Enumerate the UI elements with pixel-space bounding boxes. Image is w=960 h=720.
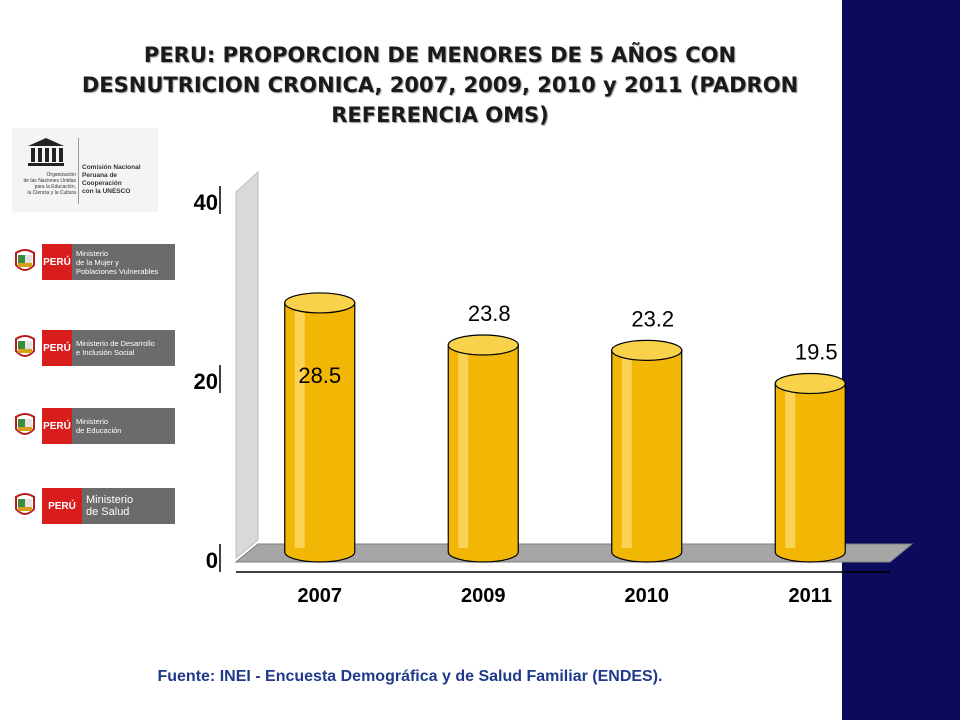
bar-highlight [621,354,632,548]
bar-2010 [611,339,683,563]
y-tick-label: 20 [194,369,218,394]
peru-coat-of-arms-icon [15,249,35,271]
ministry-name: Ministerio de Educación [72,408,175,444]
ministry-name: Ministerio de Desarrollo e Inclusión Soc… [72,330,175,366]
bar-highlight [458,348,469,548]
unesco-logo: Organización de las Naciones Unidas para… [12,128,158,212]
chart-title: PERU: PROPORCION DE MENORES DE 5 AÑOS CO… [81,43,799,127]
peru-label: PERÚ [42,488,82,524]
peru-coat-of-arms-icon [15,413,35,435]
unesco-temple-icon [28,138,64,166]
ministry-name: Ministerio de Salud [82,488,175,524]
bar-top [284,292,356,314]
bar-2007 [284,292,356,563]
peru-label: PERÚ [42,330,72,366]
bar-chart: 0 20 40 2007 28.5 2009 23.8 2010 23.2 2011 19.5 [194,170,914,607]
x-tick-label: 2011 [789,585,832,607]
peru-label: PERÚ [42,408,72,444]
bar-highlight [294,306,305,548]
source-note: Fuente: INEI - Encuesta Demográfica y de… [157,668,663,685]
back-wall [235,170,259,560]
side-band [842,0,960,720]
data-label: 28.5 [298,363,341,388]
x-tick-label: 2007 [298,585,343,607]
unesco-org-text: Organización de las Naciones Unidas para… [23,172,76,196]
y-tick-label: 0 [206,548,218,573]
bar-2011 [774,372,846,563]
peru-coat-of-arms-icon [15,335,35,357]
data-label: 23.2 [631,306,674,331]
chart-floor [234,543,914,563]
bar-highlight [785,387,796,548]
data-label: 23.8 [468,301,511,326]
peru-label: PERÚ [42,244,72,280]
x-tick-label: 2009 [461,585,506,607]
unesco-commission-text: Comisión Nacional Peruana de Cooperación… [82,164,141,195]
bar-top [611,339,683,361]
data-label: 19.5 [795,339,838,364]
bar-top [447,334,519,356]
x-tick-label: 2010 [625,585,670,607]
bar-2009 [447,334,519,563]
unesco-divider [78,138,79,204]
ministry-name: Ministerio de la Mujer y Poblaciones Vul… [72,244,175,280]
bar-top [774,372,846,395]
y-tick-label: 40 [194,190,218,215]
peru-coat-of-arms-icon [15,493,35,515]
